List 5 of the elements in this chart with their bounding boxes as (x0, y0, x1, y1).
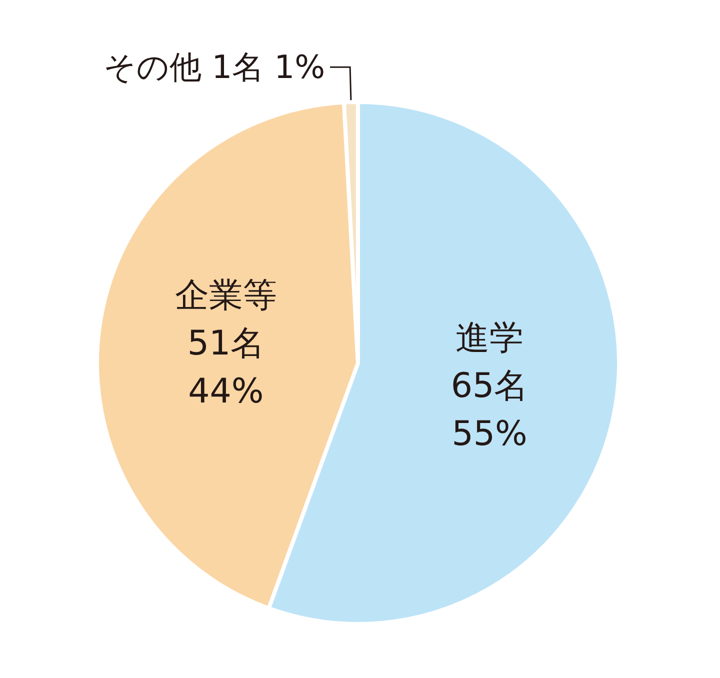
data-label: 51名 44% (187, 323, 265, 412)
data-label: 65名 55% (450, 366, 528, 454)
slice-label: 進学 (455, 318, 524, 358)
slice-label: 企業等 (174, 275, 277, 316)
slice-label: その他 1名 1% (104, 48, 326, 86)
